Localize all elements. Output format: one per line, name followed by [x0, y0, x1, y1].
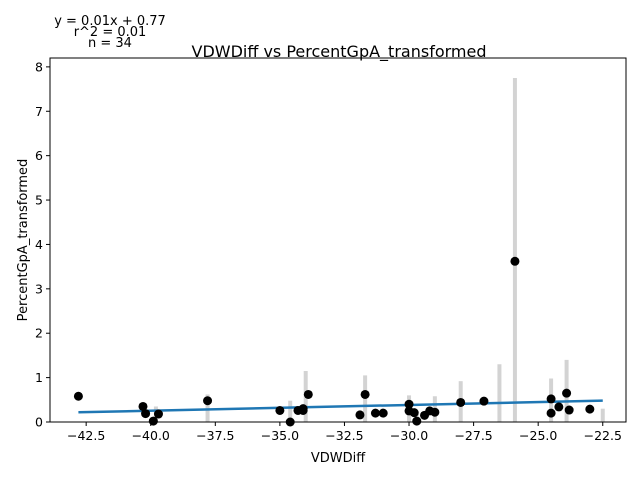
x-tick-label: −32.5	[325, 428, 363, 443]
r-squared: r^2 = 0.01	[74, 25, 147, 40]
data-point	[360, 389, 370, 399]
x-tick-label: −22.5	[584, 428, 622, 443]
y-tick-label: 6	[35, 148, 43, 163]
y-axis-title: PercentGpA_transformed	[16, 159, 31, 322]
y-tick-label: 4	[35, 237, 43, 252]
x-tick-label: −27.5	[454, 428, 492, 443]
data-points	[73, 256, 595, 427]
regression-line	[78, 399, 603, 414]
data-point	[203, 396, 213, 406]
y-axis-ticks: 0 1 2 3 4 5 6 7 8	[35, 59, 50, 430]
x-tick-label: −42.5	[67, 428, 105, 443]
data-point	[141, 409, 151, 419]
data-point	[355, 410, 365, 420]
data-point	[412, 416, 422, 426]
x-tick-label: −40.0	[132, 428, 170, 443]
y-tick-label: 7	[35, 104, 43, 119]
chart-title: VDWDiff vs PercentGpA_transformed	[192, 42, 487, 62]
x-axis-ticks: −42.5 −40.0 −37.5 −35.0 −32.5 −30.0 −27.5 −25.0…	[67, 422, 622, 443]
sample-count: n = 34	[88, 36, 132, 51]
data-point	[562, 388, 572, 398]
data-point	[303, 389, 313, 399]
y-tick-label: 8	[35, 59, 43, 74]
fit-line	[78, 399, 603, 414]
data-point	[409, 408, 419, 418]
data-point	[275, 405, 285, 415]
x-tick-label: −37.5	[196, 428, 234, 443]
data-point	[510, 256, 520, 266]
y-tick-label: 1	[35, 370, 43, 385]
data-point	[73, 391, 83, 401]
x-tick-label: −30.0	[390, 428, 428, 443]
data-point	[404, 399, 414, 409]
y-tick-label: 3	[35, 281, 43, 296]
data-point	[430, 407, 440, 417]
y-tick-label: 0	[35, 415, 43, 430]
x-tick-label: −35.0	[261, 428, 299, 443]
x-tick-label: −25.0	[519, 428, 557, 443]
plot-frame	[49, 57, 627, 423]
data-point	[554, 402, 564, 412]
data-point	[546, 394, 556, 404]
data-point	[585, 404, 595, 414]
data-point	[479, 396, 489, 406]
y-tick-label: 2	[35, 326, 43, 341]
data-point	[456, 397, 466, 407]
data-point	[138, 401, 148, 411]
data-point	[153, 409, 163, 419]
x-axis-title: VDWDiff	[311, 451, 366, 466]
data-point	[378, 408, 388, 418]
data-point	[564, 405, 574, 415]
regression-equation: y = 0.01x + 0.77	[54, 14, 166, 29]
data-point	[546, 408, 556, 418]
y-tick-label: 5	[35, 193, 43, 208]
data-point	[370, 408, 380, 418]
data-point	[298, 404, 308, 414]
